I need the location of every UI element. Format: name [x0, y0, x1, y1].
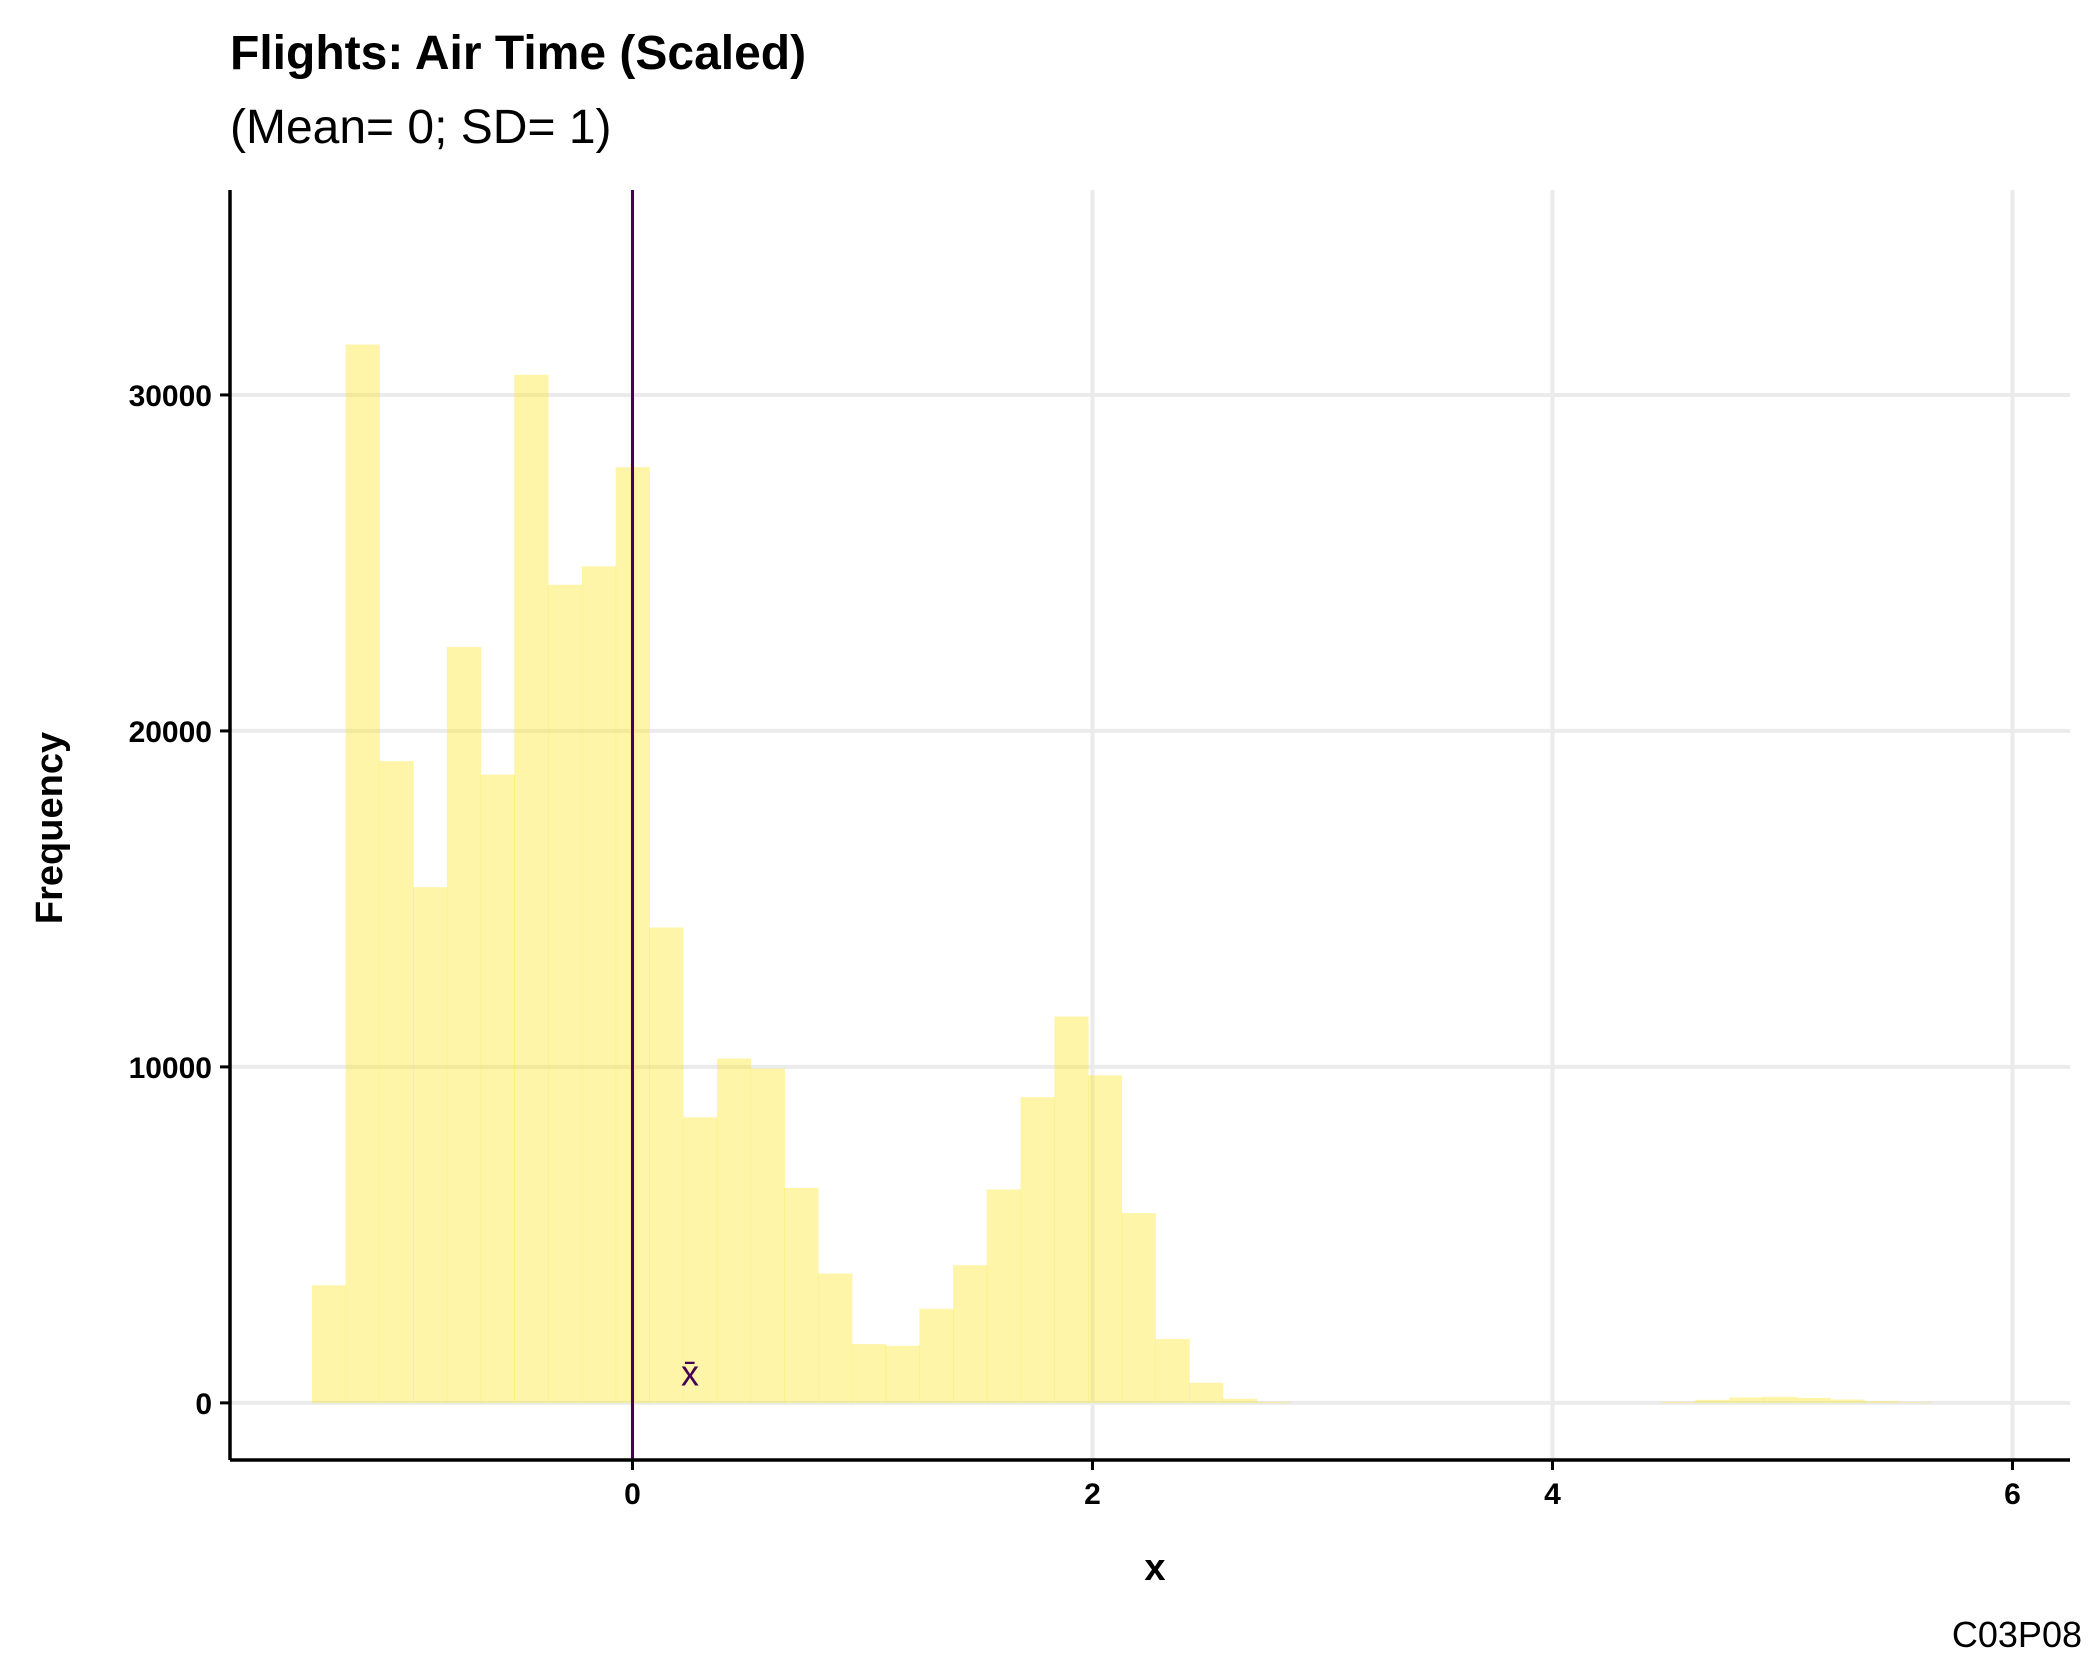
histogram-bar-30 [1695, 1399, 1730, 1403]
histogram-bar-5 [480, 774, 515, 1403]
histogram-bar-27 [1222, 1398, 1258, 1403]
histogram-bar-16 [851, 1344, 887, 1403]
x-tick-label-4: 4 [1544, 1478, 1561, 1511]
chart-subtitle: (Mean= 0; SD= 1) [230, 101, 612, 154]
histogram-bar-1 [345, 344, 380, 1403]
histogram-bar-8 [581, 566, 617, 1403]
y-tick-label-20000: 20000 [129, 716, 212, 749]
histogram-bar-31 [1729, 1397, 1764, 1403]
histogram-bar-18 [919, 1308, 954, 1403]
y-axis-label: Frequency [29, 732, 71, 924]
y-tick-label-10000: 10000 [129, 1052, 212, 1085]
x-tick-label-2: 2 [1084, 1478, 1101, 1511]
x-tick-label-0: 0 [624, 1478, 641, 1511]
histogram-bar-35 [1863, 1401, 1899, 1403]
histogram-bar-32 [1762, 1396, 1797, 1403]
histogram-bar-36 [1897, 1402, 1932, 1403]
histogram-bar-2 [379, 761, 414, 1403]
histogram-bar-6 [514, 374, 549, 1403]
histogram-bar-25 [1155, 1339, 1190, 1403]
histogram-bar-33 [1796, 1397, 1831, 1403]
histogram-bar-13 [750, 1068, 785, 1403]
histogram-bar-4 [446, 646, 482, 1403]
y-tick-label-30000: 30000 [129, 380, 212, 413]
mean-label: x̄ [681, 1353, 699, 1394]
histogram-bar-21 [1020, 1097, 1055, 1403]
histogram-bar-11 [683, 1117, 718, 1403]
plot-caption: C03P08 [1951, 1614, 2082, 1655]
histogram-bar-29 [1661, 1401, 1696, 1403]
chart-title: Flights: Air Time (Scaled) [230, 27, 807, 80]
histogram-bar-17 [885, 1345, 920, 1403]
histogram-bar-20 [986, 1189, 1021, 1403]
histogram-bar-15 [818, 1273, 853, 1403]
x-tick-label-6: 6 [2004, 1478, 2021, 1511]
histogram-bar-26 [1189, 1382, 1224, 1403]
histogram-bar-14 [784, 1187, 819, 1403]
y-tick-label-0: 0 [195, 1388, 212, 1421]
histogram-bar-0 [311, 1285, 347, 1403]
histogram-bar-3 [413, 887, 448, 1403]
histogram-bar-24 [1121, 1213, 1156, 1403]
mean-annotation: x̄ [631, 190, 699, 1460]
histogram-bar-19 [953, 1265, 988, 1403]
x-axis-label: x [1144, 1547, 1165, 1589]
histogram-bars [311, 344, 1932, 1403]
histogram-bar-12 [716, 1058, 752, 1403]
histogram-bar-23 [1087, 1075, 1123, 1403]
histogram-bar-10 [649, 927, 684, 1403]
axes [220, 190, 2070, 1470]
histogram-bar-7 [548, 584, 583, 1403]
tick-labels: 0 10000 20000 30000 0 2 4 6 [129, 380, 2021, 1511]
histogram-bar-34 [1830, 1399, 1865, 1403]
histogram-bar-22 [1054, 1016, 1089, 1403]
histogram-bar-28 [1256, 1401, 1291, 1403]
